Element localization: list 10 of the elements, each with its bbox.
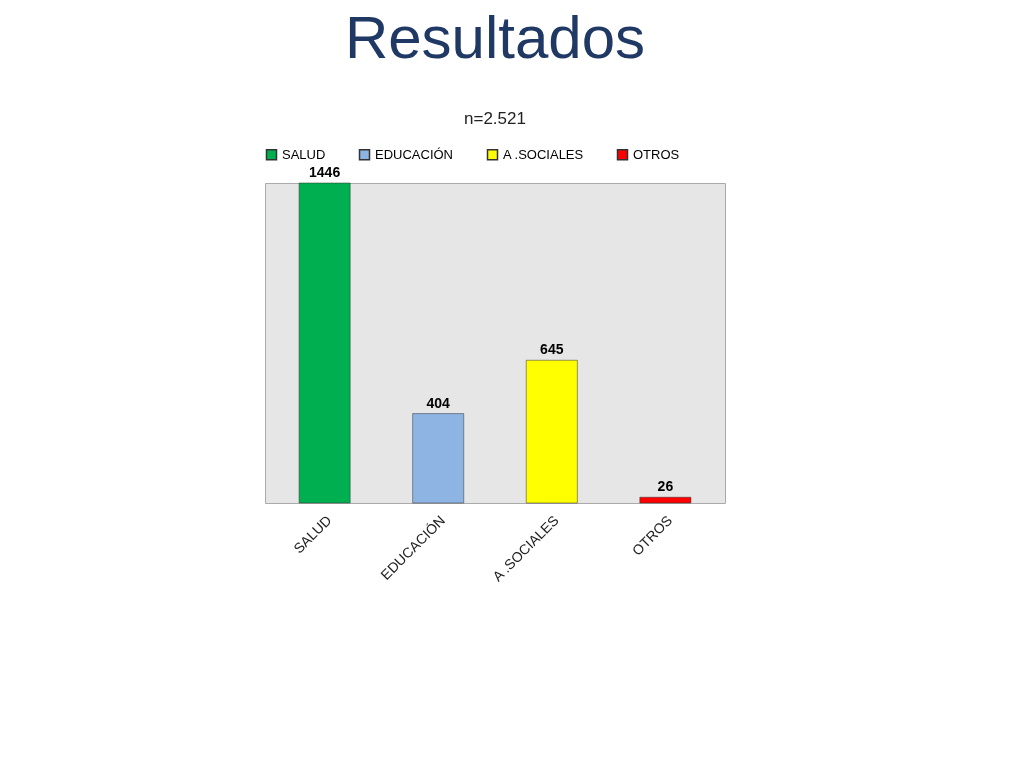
chart-subtitle: n=2.521 (464, 109, 526, 128)
data-label: 26 (657, 478, 674, 495)
chart-title: Resultados (344, 4, 646, 71)
legend-label: A .SOCIALES (503, 146, 584, 162)
data-label: 1446 (309, 164, 341, 180)
data-label: 645 (540, 341, 564, 358)
legend-label: OTROS (633, 146, 680, 162)
legend-label: EDUCACIÓN (375, 146, 454, 162)
data-label: 404 (426, 394, 451, 411)
legend-label: SALUD (282, 146, 326, 162)
